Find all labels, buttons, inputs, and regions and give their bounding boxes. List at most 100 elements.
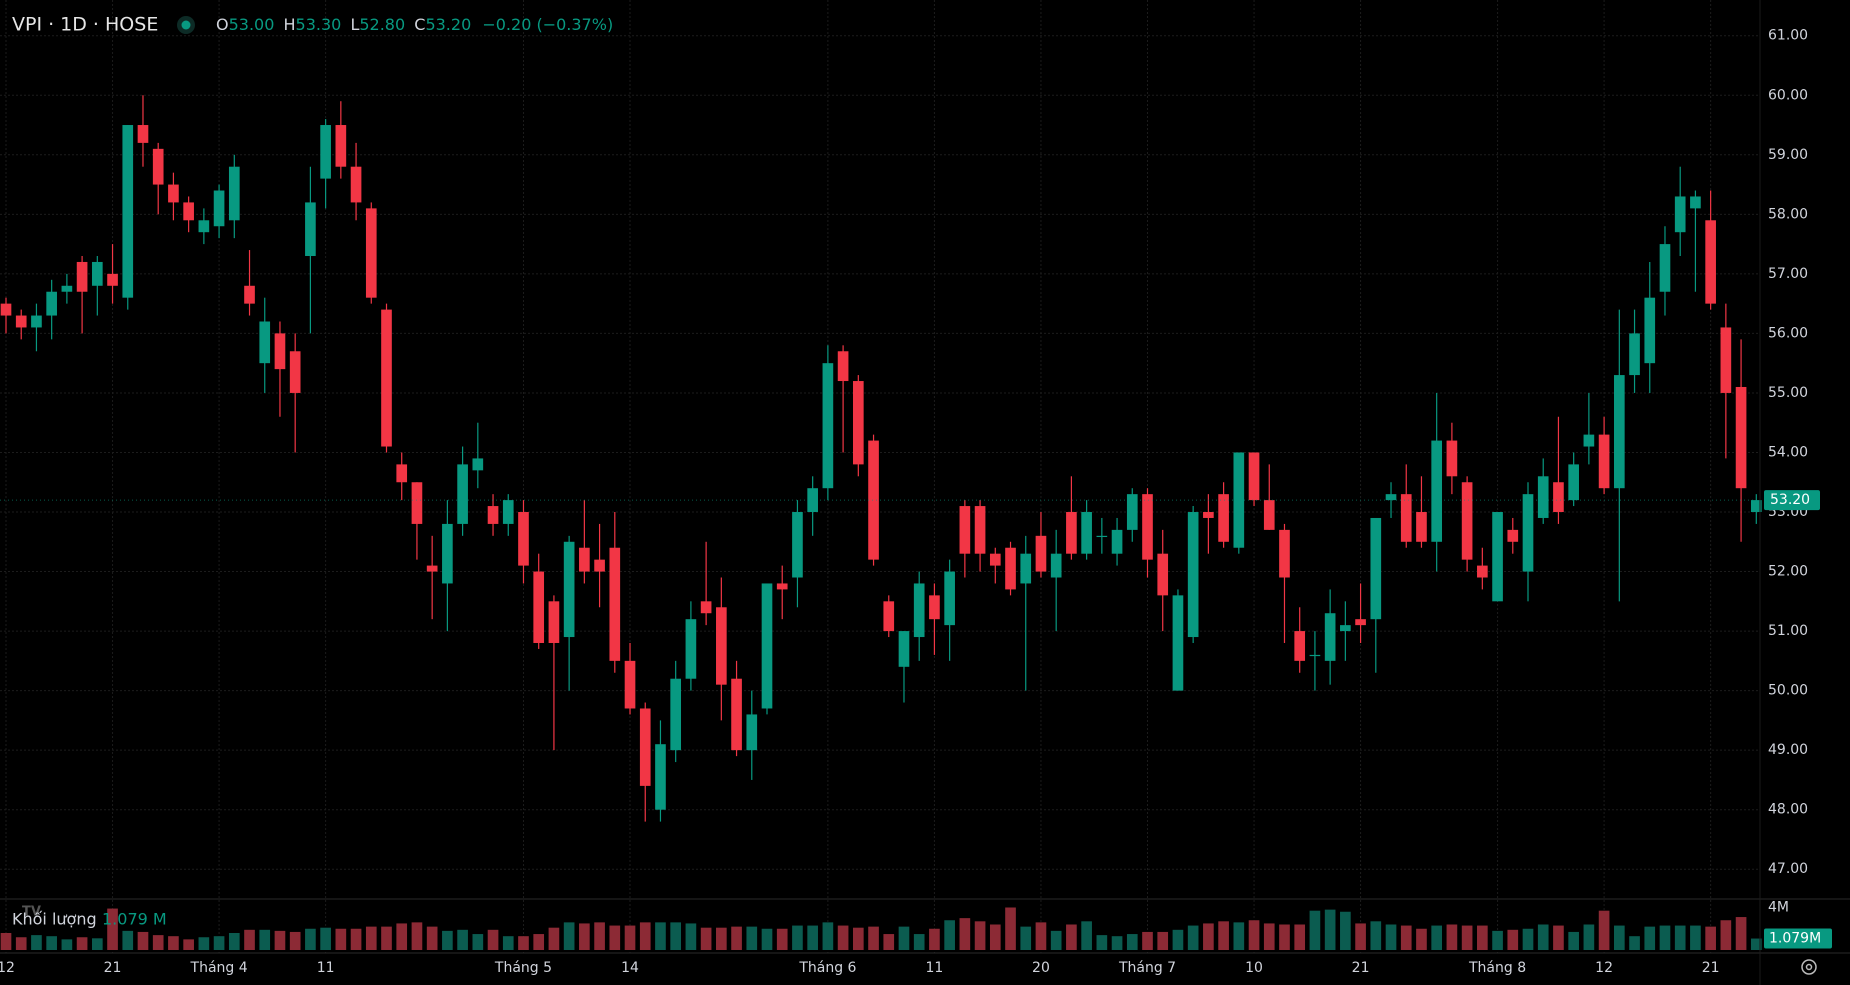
x-tick-label: Tháng 6	[798, 960, 856, 976]
x-tick-label: 11	[926, 960, 944, 976]
volume-bar	[213, 936, 225, 950]
x-tick-label: 12	[0, 960, 15, 976]
volume-bar	[1248, 920, 1260, 950]
settings-icon[interactable]	[1801, 959, 1817, 975]
candle-body	[1644, 297, 1656, 364]
candle-body	[655, 744, 666, 810]
settings-button[interactable]	[1801, 959, 1817, 975]
candle-body	[305, 202, 316, 257]
volume-bar	[365, 926, 377, 950]
candle-body	[1750, 500, 1762, 513]
volume-bar	[244, 929, 255, 950]
volume-bar	[1111, 936, 1123, 950]
status-dot	[181, 20, 191, 30]
volume-bar	[579, 923, 590, 950]
candle-body	[974, 506, 986, 554]
candle-body	[761, 583, 773, 709]
volume-bar	[1233, 922, 1245, 950]
volume-bar	[1157, 931, 1169, 950]
candle-body	[1324, 613, 1336, 661]
volume-bar	[152, 935, 164, 950]
candle-body	[1218, 494, 1229, 542]
volume-bar	[1096, 935, 1108, 950]
volume-bar	[548, 927, 560, 950]
candle-body	[1005, 547, 1016, 590]
candle-body	[1050, 553, 1062, 578]
volume-bar	[1172, 929, 1184, 950]
volume-bar	[776, 928, 788, 950]
y-tick-label: 56.00	[1768, 325, 1808, 341]
volume-bar	[1263, 923, 1275, 950]
volume-bar	[837, 925, 849, 950]
volume-bar	[685, 923, 697, 950]
candle-body	[898, 631, 910, 667]
tv-logo: TV	[22, 905, 41, 920]
volume-bar	[959, 918, 971, 950]
volume-bar	[1279, 924, 1290, 950]
volume-bar	[989, 924, 1001, 950]
candle-body	[1568, 464, 1579, 501]
volume-bar	[46, 936, 57, 950]
last-volume-box	[1764, 928, 1832, 949]
x-tick-label: 11	[317, 960, 335, 976]
y-tick-label: 48.00	[1768, 802, 1808, 818]
candle-body	[563, 541, 575, 638]
volume-bar	[335, 928, 347, 950]
candle-body	[183, 202, 194, 221]
volume-bar	[1005, 907, 1016, 950]
candle-body	[1674, 196, 1686, 233]
y-tick-label: 61.00	[1768, 28, 1808, 44]
candle-body	[365, 208, 377, 298]
candle-body	[685, 619, 697, 679]
volume-bar	[974, 921, 986, 950]
candle-body	[822, 363, 834, 489]
candle-body	[15, 315, 27, 328]
candle-body	[1081, 512, 1092, 554]
candle-body	[137, 125, 149, 143]
volume-bar	[1735, 917, 1747, 950]
candle-body	[1446, 440, 1458, 477]
candle-body	[1507, 529, 1519, 542]
candle-body	[1126, 494, 1138, 530]
volume-bar	[1690, 925, 1701, 950]
volume-bar	[1659, 925, 1671, 950]
y-tick-label: 50.00	[1768, 683, 1808, 699]
volume-bar	[655, 922, 666, 950]
volume-bar	[107, 908, 118, 950]
candle-body	[168, 184, 179, 203]
chart-title: VPI · 1D · HOSE	[12, 14, 158, 36]
volume-bar	[1644, 926, 1656, 950]
candle-body	[198, 220, 210, 233]
candle-body	[533, 571, 545, 643]
candle-body	[1385, 494, 1397, 501]
volume-bar	[457, 929, 468, 950]
candle-body	[502, 500, 514, 524]
volume-bar	[1050, 930, 1062, 950]
x-tick-label: 12	[1595, 960, 1613, 976]
candle-body	[244, 285, 255, 304]
candle-body	[1096, 535, 1108, 538]
candle-body	[1659, 244, 1671, 292]
volume-bar	[1613, 925, 1625, 950]
candle-body	[259, 321, 271, 364]
candle-body	[792, 512, 803, 578]
volume-bar	[563, 922, 575, 950]
volume-bar	[1629, 936, 1640, 950]
volume-bar	[898, 926, 910, 950]
candle-body	[1355, 619, 1366, 626]
volume-bar	[1218, 921, 1229, 950]
volume-bar	[1598, 910, 1610, 950]
volume-bar	[807, 925, 818, 950]
candle-body	[1066, 512, 1077, 554]
candle-body	[548, 601, 560, 643]
volume-bar	[487, 929, 499, 950]
candle-body	[61, 285, 73, 292]
candle-body	[746, 714, 758, 751]
candle-body	[46, 291, 57, 316]
candle-body	[1263, 500, 1275, 530]
volume-bar	[944, 920, 955, 950]
y-tick-label: 58.00	[1768, 206, 1808, 222]
volume-bar	[442, 930, 453, 950]
volume-bar	[122, 930, 134, 950]
